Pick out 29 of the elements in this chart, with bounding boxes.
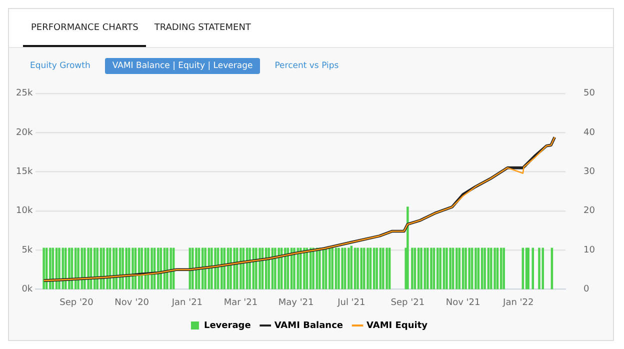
legend-label: VAMI Equity [366, 320, 428, 331]
text: TRADING STATEMENT [153, 22, 252, 35]
y-tick-label: 10k [16, 206, 34, 216]
text: PERFORMANCE CHARTS [23, 9, 146, 47]
x-tick-label: Sep '21 [390, 298, 425, 308]
legend-label: Leverage [204, 320, 251, 331]
y2-tick-label: 30 [584, 167, 596, 178]
x-tick-label: Mar '21 [224, 298, 258, 308]
x-tick-label: Jan '22 [502, 298, 534, 308]
y2-tick-label: 50 [584, 88, 596, 99]
y-tick-label: 5k [22, 245, 34, 256]
y2-tick-label: 10 [584, 245, 596, 256]
y-tick-label: 25k [16, 88, 34, 99]
y2-tick-label: 20 [584, 206, 596, 216]
x-tick-label: Jan '21 [170, 298, 203, 308]
text: VAMI Balance | Equity | Leverage [105, 58, 260, 74]
y-tick-label: 15k [16, 167, 34, 178]
x-tick-label: Jul '21 [336, 298, 366, 308]
x-tick-label: May '21 [278, 298, 314, 308]
text: Equity Growth [29, 60, 92, 73]
text: Percent vs Pips [274, 60, 340, 73]
y-tick-label: 20k [16, 128, 34, 138]
x-tick-label: Nov '21 [446, 298, 480, 308]
y2-tick-label: 0 [584, 284, 590, 295]
legend-label: VAMI Balance [274, 320, 344, 331]
y2-tick-label: 40 [584, 128, 596, 138]
x-tick-label: Nov '20 [114, 298, 150, 308]
x-tick-label: Sep '20 [60, 298, 94, 308]
y-tick-label: 0k [22, 284, 34, 295]
